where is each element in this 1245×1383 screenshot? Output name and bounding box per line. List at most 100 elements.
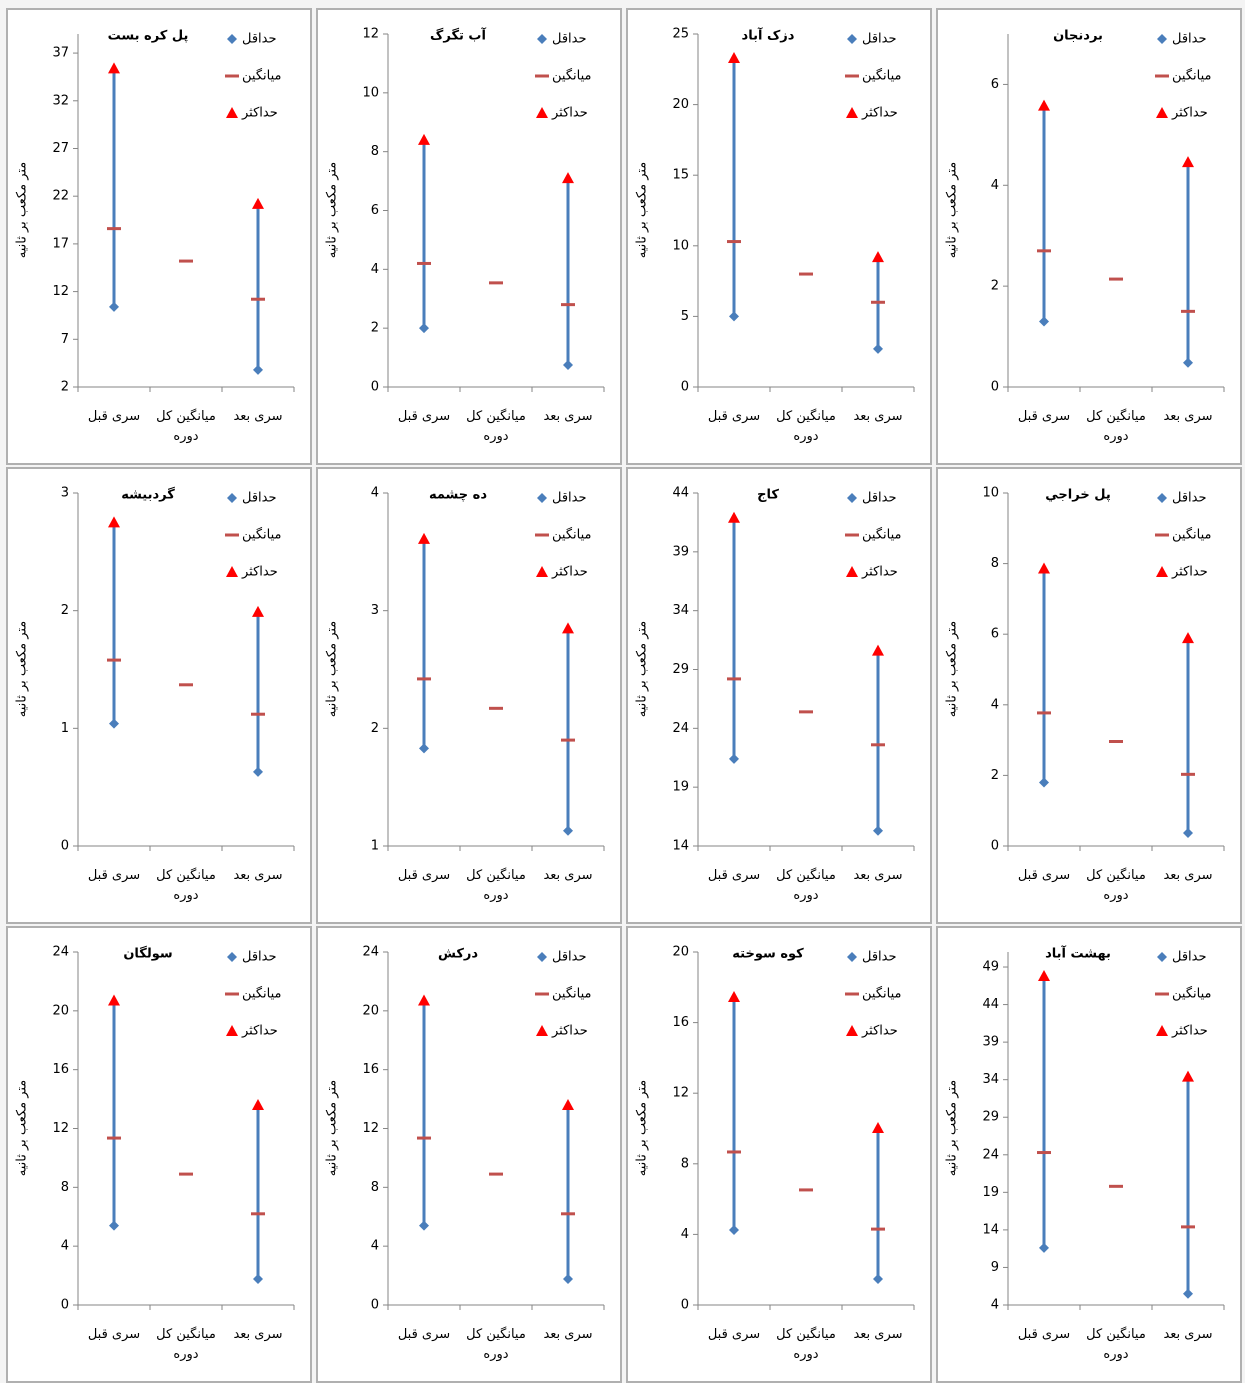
legend-label: میانگین (242, 527, 281, 543)
y-tick-label: 4 (371, 486, 379, 501)
x-tick-label-box: سری بعد (543, 1327, 592, 1342)
legend-label: حداقل (242, 491, 277, 506)
y-tick-label: 20 (362, 1003, 379, 1018)
x-tick-label-box: میانگین کل دوره (466, 1327, 526, 1362)
y-axis-label: متر مکعب بر ثانیه (325, 621, 340, 718)
legend-label: حداکثر (1171, 565, 1208, 580)
chart-panel: 0 2 4 6 سری قبل میانگین کل دوره سری بعد بردنجان… (936, 8, 1242, 465)
y-tick-label: 6 (991, 77, 999, 92)
x-tick-label-box: سری بعد (853, 409, 902, 424)
x-tick-label: میانگین کل دوره (466, 409, 526, 444)
legend-label: حداقل (242, 950, 277, 965)
y-axis-label: متر مکعب بر ثانیه (325, 1080, 340, 1177)
x-tick-label-box: میانگین کل دوره (776, 1327, 836, 1362)
data-point (872, 1121, 884, 1133)
legend-label: حداکثر (241, 1024, 278, 1039)
x-tick-label: میانگین کل دوره (1086, 868, 1146, 903)
data-point (563, 359, 573, 370)
legend-label: میانگین (1172, 527, 1211, 543)
y-tick-label: 1 (61, 721, 69, 736)
x-tick-label-box: میانگین کل دوره (1086, 409, 1146, 444)
y-tick-label: 0 (681, 1298, 689, 1313)
y-tick-label: 0 (61, 1298, 69, 1313)
legend-label: حداقل (552, 950, 587, 965)
x-tick-label-box: سری قبل (707, 1327, 761, 1342)
data-point (418, 133, 430, 145)
legend-label: حداقل (1172, 491, 1207, 506)
x-tick-label: سری قبل (707, 1327, 761, 1342)
chart: 1 2 3 4 سری قبل میانگین کل دوره سری بعد ده چشمه… (325, 486, 605, 903)
y-axis-label: متر مکعب بر ثانیه (635, 1080, 650, 1177)
legend-label: حداکثر (551, 565, 588, 580)
y-tick-label: 12 (362, 1121, 379, 1136)
legend-label: حداکثر (1171, 1024, 1208, 1039)
y-tick-label: 6 (991, 627, 999, 642)
legend-label: میانگین (242, 986, 281, 1002)
x-tick-label-box: سری بعد (1163, 409, 1213, 424)
x-tick-label-box: سری بعد (233, 1327, 282, 1342)
y-tick-label: 29 (672, 662, 689, 677)
legend-marker (846, 107, 858, 118)
x-tick-label-box: میانگین کل دوره (1086, 868, 1146, 903)
x-tick-label: سری قبل (397, 409, 451, 424)
x-tick-label-box: میانگین کل دوره (466, 409, 526, 444)
chart-title: کاج (757, 488, 779, 503)
y-tick-label: 19 (672, 780, 689, 795)
legend-label: حداقل (1172, 950, 1207, 965)
data-point (563, 825, 573, 836)
y-tick-label: 8 (371, 144, 379, 159)
data-point (729, 311, 739, 322)
y-tick-label: 20 (672, 945, 689, 960)
legend-marker (846, 1025, 858, 1036)
y-tick-label: 8 (681, 1156, 689, 1171)
chart-title: پل کره بست (108, 29, 189, 44)
chart: 0 1 2 3 سری قبل میانگین کل دوره سری بعد گردبیشه… (15, 486, 295, 903)
y-axis-label: متر مکعب بر ثانیه (325, 162, 340, 259)
y-tick-label: 4 (681, 1227, 689, 1242)
legend-label: میانگین (862, 527, 901, 543)
data-point (253, 766, 263, 777)
x-tick-label: سری قبل (397, 1327, 451, 1342)
data-point (1038, 99, 1050, 111)
x-tick-label-box: میانگین کل دوره (156, 409, 216, 444)
y-tick-label: 2 (371, 321, 379, 336)
data-point (1182, 632, 1194, 644)
x-tick-label: سری قبل (1017, 1327, 1071, 1342)
x-tick-label-box: سری قبل (708, 868, 760, 883)
y-axis-label: متر مکعب بر ثانیه (945, 162, 960, 259)
data-point (252, 1098, 264, 1110)
legend-label: حداقل (862, 32, 897, 47)
y-axis-label: متر مکعب بر ثانیه (15, 621, 30, 718)
x-tick-label: میانگین کل دوره (156, 1327, 216, 1362)
data-point (562, 622, 574, 634)
y-tick-label: 12 (362, 27, 379, 42)
x-tick-label-box: سری قبل (708, 409, 760, 424)
y-tick-label: 16 (52, 1062, 69, 1077)
x-tick-label: سری قبل (1017, 868, 1071, 883)
x-tick-label-box: سری قبل (1017, 1327, 1071, 1342)
data-point (873, 825, 883, 836)
x-tick-label-box: سری بعد (853, 868, 902, 883)
y-tick-label: 5 (681, 309, 689, 324)
x-tick-label-box: سری قبل (88, 868, 140, 883)
y-tick-label: 14 (982, 1222, 999, 1237)
x-tick-label: میانگین کل دوره (776, 409, 836, 444)
y-axis-label: متر مکعب بر ثانیه (635, 621, 650, 718)
legend-label: حداقل (862, 491, 897, 506)
legend-marker (227, 34, 237, 44)
chart-title: گردبیشه (121, 487, 175, 503)
data-point (1182, 156, 1194, 168)
legend-marker (537, 493, 547, 503)
chart-panel: 4 9 14 19 24 29 34 39 44 49 سری قبل میانگین کل دوره… (936, 926, 1242, 1383)
legend-marker (536, 566, 548, 577)
legend-marker (1157, 493, 1167, 503)
x-tick-label: سری بعد (543, 868, 593, 883)
x-tick-label-box: میانگین کل دوره (156, 1327, 216, 1362)
chart-panel: 1 2 3 4 سری قبل میانگین کل دوره سری بعد ده چشمه… (316, 467, 622, 924)
x-tick-label-box: سری بعد (543, 868, 593, 883)
data-point (1183, 1288, 1193, 1299)
legend-label: میانگین (1172, 68, 1211, 84)
x-tick-label: میانگین کل دوره (466, 1327, 526, 1362)
x-tick-label-box: سری بعد (1163, 868, 1212, 883)
x-tick-label: سری بعد (1163, 409, 1213, 424)
